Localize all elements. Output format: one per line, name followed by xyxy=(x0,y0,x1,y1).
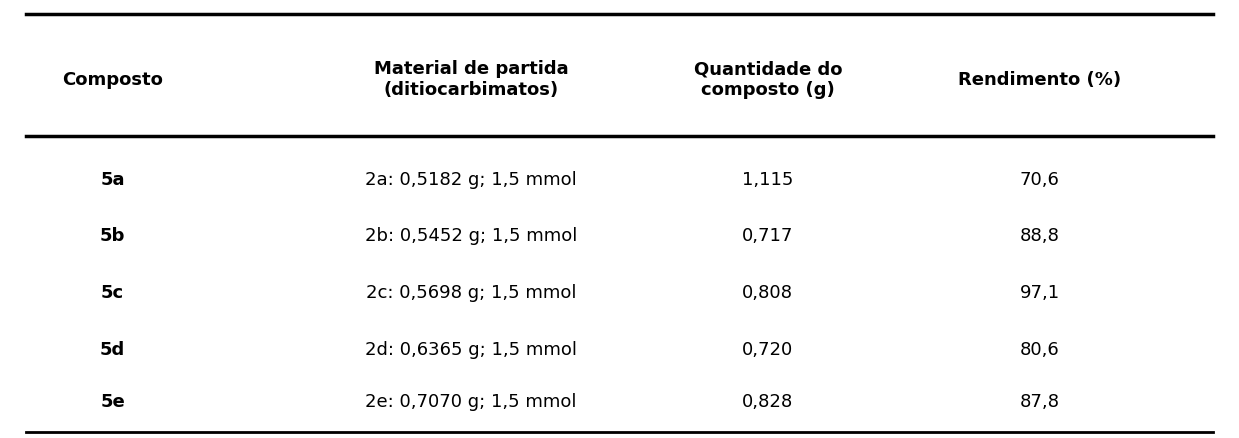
Text: 1,115: 1,115 xyxy=(742,171,793,189)
Text: 97,1: 97,1 xyxy=(1020,284,1059,302)
Text: 80,6: 80,6 xyxy=(1020,341,1059,359)
Text: 5a: 5a xyxy=(100,171,125,189)
Text: Composto: Composto xyxy=(62,71,164,89)
Text: 5c: 5c xyxy=(102,284,124,302)
Text: 5d: 5d xyxy=(100,341,125,359)
Text: 2a: 0,5182 g; 1,5 mmol: 2a: 0,5182 g; 1,5 mmol xyxy=(366,171,577,189)
Text: 0,717: 0,717 xyxy=(742,227,793,245)
Text: Material de partida
(ditiocarbimatos): Material de partida (ditiocarbimatos) xyxy=(374,60,569,99)
Text: 2c: 0,5698 g; 1,5 mmol: 2c: 0,5698 g; 1,5 mmol xyxy=(366,284,576,302)
Text: 2b: 0,5452 g; 1,5 mmol: 2b: 0,5452 g; 1,5 mmol xyxy=(366,227,577,245)
Text: 87,8: 87,8 xyxy=(1020,393,1059,411)
Text: 70,6: 70,6 xyxy=(1020,171,1059,189)
Text: 0,808: 0,808 xyxy=(742,284,793,302)
Text: 2d: 0,6365 g; 1,5 mmol: 2d: 0,6365 g; 1,5 mmol xyxy=(366,341,577,359)
Text: 88,8: 88,8 xyxy=(1020,227,1059,245)
Text: 0,720: 0,720 xyxy=(742,341,793,359)
Text: 0,828: 0,828 xyxy=(742,393,793,411)
Text: Quantidade do
composto (g): Quantidade do composto (g) xyxy=(694,60,843,99)
Text: 5b: 5b xyxy=(100,227,125,245)
Text: Rendimento (%): Rendimento (%) xyxy=(958,71,1121,89)
Text: 5e: 5e xyxy=(100,393,125,411)
Text: 2e: 0,7070 g; 1,5 mmol: 2e: 0,7070 g; 1,5 mmol xyxy=(366,393,577,411)
